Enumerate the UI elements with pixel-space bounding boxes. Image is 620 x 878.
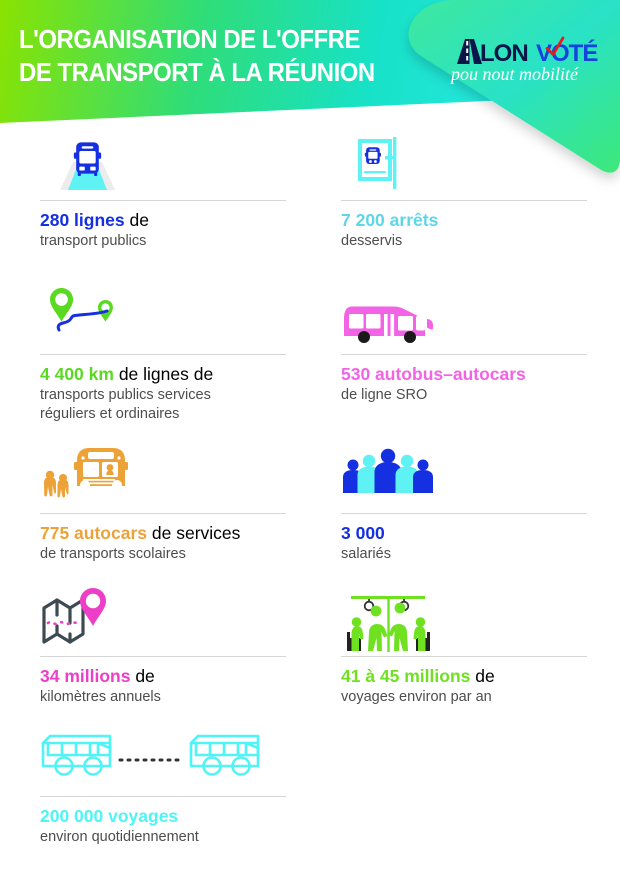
svg-text:VOTÉ: VOTÉ: [536, 39, 598, 67]
svg-text:pou nout mobilité: pou nout mobilité: [450, 64, 579, 84]
svg-text:LON: LON: [480, 40, 528, 67]
